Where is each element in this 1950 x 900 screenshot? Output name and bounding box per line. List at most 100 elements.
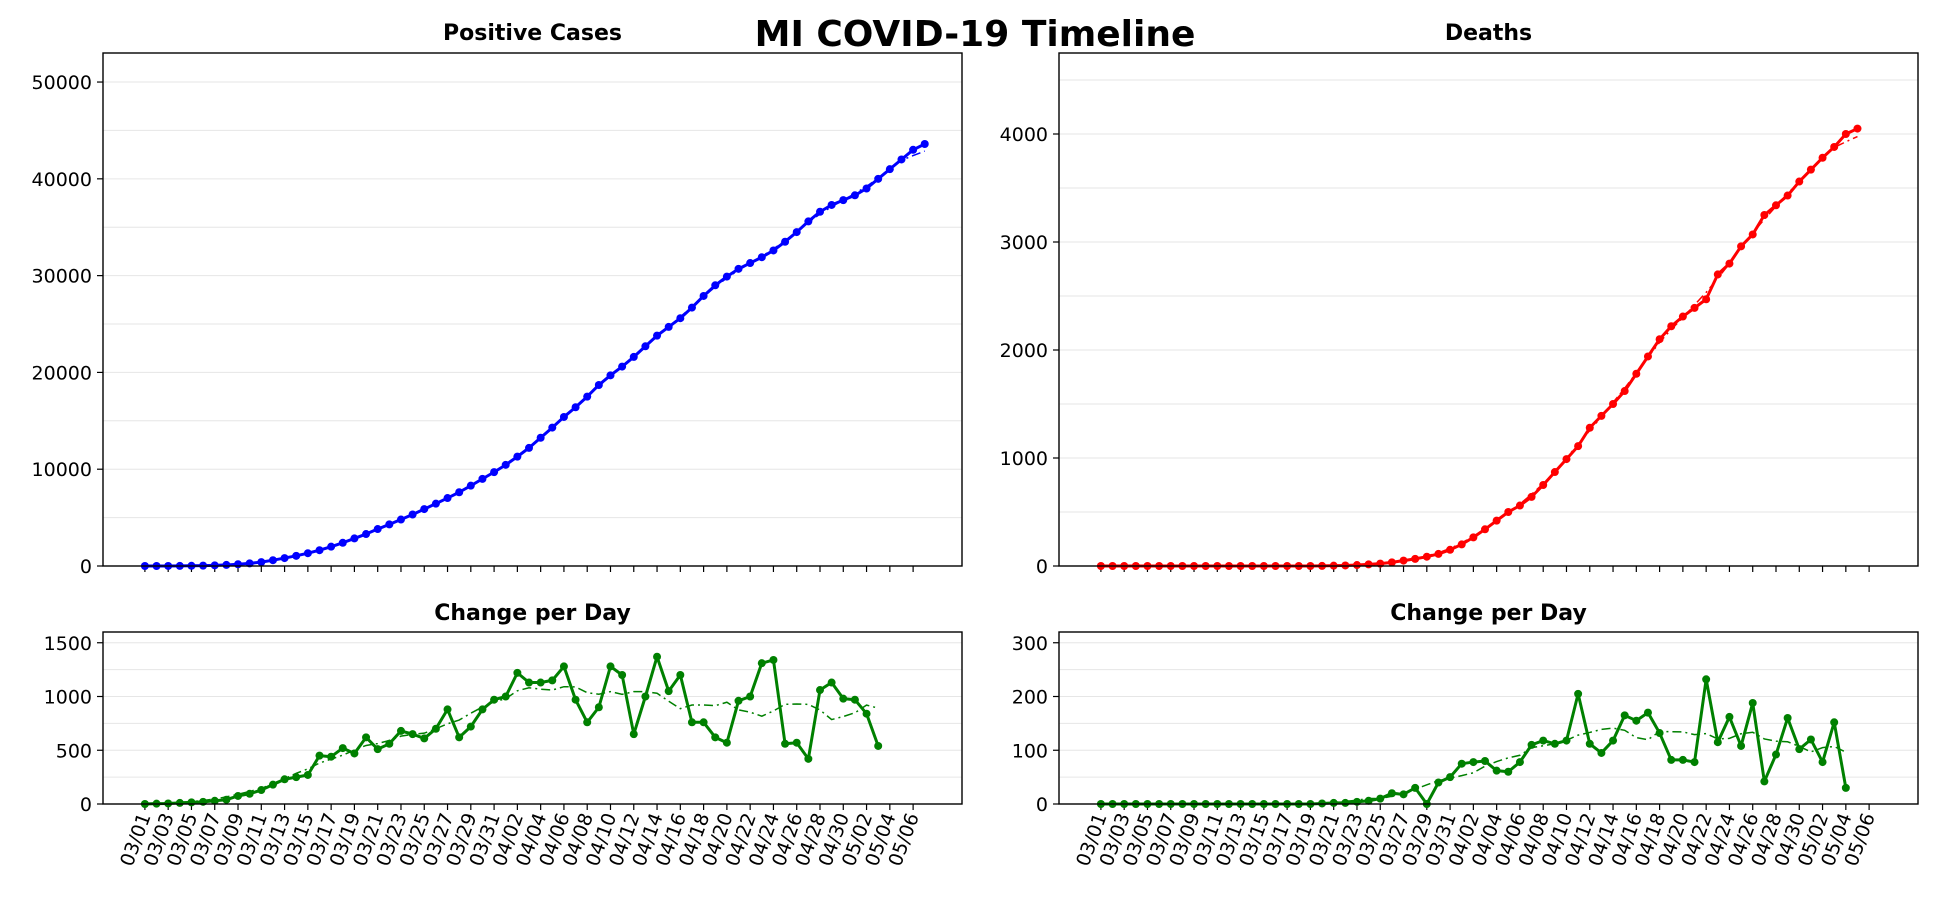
cases-data-point <box>606 371 615 380</box>
cases-data-point <box>653 331 662 340</box>
deaths-data-point <box>1446 545 1455 554</box>
deaths-series-line <box>1100 127 1859 568</box>
cases-change-data-point <box>222 795 231 804</box>
cases-change-data-point <box>373 745 382 754</box>
cases-data-point <box>303 549 312 558</box>
deaths-change-data-point <box>1562 736 1571 745</box>
cases-change-data-point <box>653 652 662 661</box>
deaths-change-data-point <box>1504 767 1513 776</box>
cases-data-point <box>536 433 545 442</box>
deaths-change-data-point <box>1411 783 1420 792</box>
deaths-change-data-point <box>1748 698 1757 707</box>
deaths-change-panel-title: Change per Day <box>1390 601 1587 626</box>
deaths-data-point <box>1550 468 1559 477</box>
cases-data-point <box>431 499 440 508</box>
deaths-change-data-point <box>1341 798 1350 807</box>
cases-change-data-point <box>827 678 836 687</box>
deaths-change-data-point <box>1830 718 1839 727</box>
deaths-change-data-point <box>1469 758 1478 767</box>
deaths-data-point <box>1422 552 1431 561</box>
cases-change-data-point <box>594 703 603 712</box>
cases-data-point <box>734 264 743 273</box>
deaths-change-data-point <box>1585 739 1594 748</box>
deaths-change-data-point <box>1690 758 1699 767</box>
cases-change-data-point <box>734 696 743 705</box>
cases-data-point <box>862 184 871 193</box>
deaths-change-data-point <box>1457 759 1466 768</box>
cases-change-panel-title: Change per Day <box>434 601 631 626</box>
deaths-ytick-label: 1000 <box>1000 448 1048 470</box>
cases-change-data-point <box>757 659 766 668</box>
cases-change-data-point <box>571 695 580 704</box>
deaths-change-data-point <box>1702 675 1711 684</box>
deaths-change-data-point <box>1783 714 1792 722</box>
deaths-change-ytick-label: 100 <box>1012 740 1048 762</box>
cases-data-point <box>490 468 499 477</box>
cases-change-data-point <box>362 733 371 742</box>
deaths-data-point <box>1667 322 1676 331</box>
deaths-change-data-point <box>1655 729 1664 738</box>
deaths-change-trend-line <box>1100 727 1847 805</box>
deaths-data-point <box>1620 387 1629 396</box>
cases-data-point <box>234 560 243 569</box>
deaths-change-data-point <box>1399 790 1408 799</box>
deaths-data-point <box>1725 259 1734 268</box>
cases-change-data-point <box>862 709 871 718</box>
cases-change-data-point <box>850 695 859 704</box>
deaths-data-point <box>1748 230 1757 239</box>
cases-change-data-point <box>408 730 417 739</box>
cases-change-data-point <box>350 749 359 758</box>
deaths-data-point <box>1737 242 1746 251</box>
deaths-data-point <box>1771 201 1780 210</box>
cases-change-data-point <box>257 786 266 795</box>
cases-change-data-point <box>187 798 196 807</box>
deaths-change-ytick-label: 200 <box>1012 687 1048 709</box>
cases-data-point <box>583 392 592 401</box>
deaths-data-point <box>1492 516 1501 525</box>
cases-data-point <box>897 155 906 164</box>
cases-data-point <box>815 207 824 216</box>
cases-change-data-point <box>396 726 405 735</box>
deaths-change-data-point <box>1539 736 1548 745</box>
cases-ytick-label: 10000 <box>32 459 92 481</box>
deaths-data-point <box>1702 295 1711 304</box>
deaths-change-data-point <box>1667 755 1676 764</box>
deaths-data-point <box>1562 455 1571 464</box>
deaths-change-data-point <box>1434 778 1443 787</box>
cases-data-point <box>594 380 603 389</box>
cases-data-point <box>443 494 452 503</box>
cases-data-point <box>350 534 359 543</box>
cases-data-point <box>362 530 371 539</box>
cases-data-point <box>257 558 266 567</box>
deaths-data-point <box>1830 142 1839 151</box>
deaths-data-point <box>1481 525 1490 534</box>
deaths-change-data-point <box>1329 798 1338 807</box>
cases-change-ytick-label: 0 <box>80 794 92 816</box>
deaths-change-data-point <box>1574 689 1583 698</box>
deaths-change-data-point <box>1725 712 1734 721</box>
cases-change-data-point <box>676 671 685 679</box>
cases-change-data-point <box>245 789 254 798</box>
cases-change-data-point <box>327 752 336 761</box>
deaths-data-point <box>1352 561 1361 570</box>
deaths-data-point <box>1457 540 1466 549</box>
cases-data-point <box>292 551 301 560</box>
cases-change-data-point <box>443 705 452 714</box>
deaths-data-point <box>1841 130 1850 138</box>
cases-ytick-label: 50000 <box>32 72 92 94</box>
cases-data-point <box>804 217 813 226</box>
cases-data-point <box>315 546 324 555</box>
cases-data-point <box>513 452 522 461</box>
deaths-data-point <box>1574 442 1583 451</box>
deaths-change-data-point <box>1597 748 1606 757</box>
deaths-change-data-point <box>1492 766 1501 775</box>
cases-data-point <box>827 200 836 209</box>
cases-change-plot-frame <box>102 631 963 805</box>
cases-data-point <box>746 259 755 268</box>
deaths-change-data-point <box>1806 735 1815 744</box>
deaths-data-point <box>1597 411 1606 420</box>
cases-change-data-point <box>722 738 731 747</box>
cases-change-data-point <box>815 686 824 695</box>
cases-change-data-point <box>175 798 184 807</box>
cases-data-point <box>722 272 731 281</box>
